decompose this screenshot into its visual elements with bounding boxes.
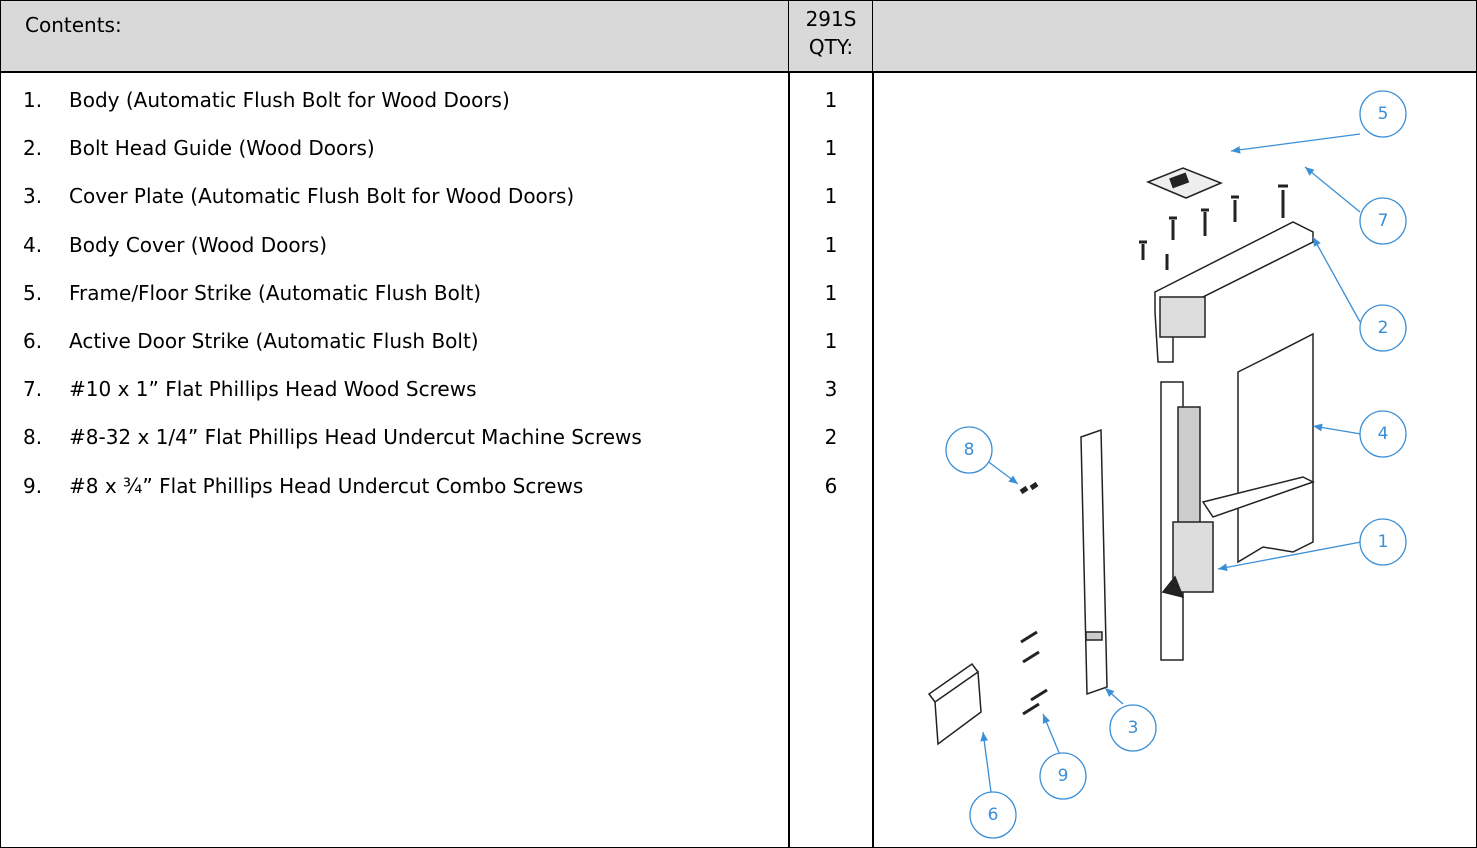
callout-label: 1: [1378, 532, 1389, 552]
item-qty: 1: [824, 88, 838, 112]
diagram-cell: 5 7 2 4 1 8 3 9 6: [872, 71, 1477, 848]
callout-circle: [1359, 304, 1407, 352]
item-description: Body (Automatic Flush Bolt for Wood Door…: [69, 88, 510, 112]
exploded-diagram: 5 7 2 4 1 8 3 9 6: [927, 90, 1407, 839]
callout-circle: [969, 791, 1017, 839]
qty-header: QTY:: [808, 35, 854, 59]
item-description: #8 x ¾” Flat Phillips Head Undercut Comb…: [69, 473, 584, 498]
item-description: Bolt Head Guide (Wood Doors): [69, 136, 375, 161]
callout-circle: [1359, 518, 1407, 566]
callout-label: 8: [964, 440, 975, 460]
item-number: 4.: [23, 232, 43, 257]
item-number: 6.: [23, 329, 43, 353]
item-qty: 1: [824, 184, 838, 209]
callout-label: 7: [1378, 211, 1389, 231]
contents-header: Contents:: [25, 13, 122, 37]
item-description: Active Door Strike (Automatic Flush Bolt…: [69, 329, 479, 353]
callout-label: 5: [1378, 104, 1389, 124]
item-qty: 1: [824, 329, 838, 353]
item-description: #10 x 1” Flat Phillips Head Wood Screws: [69, 377, 477, 402]
callout-label: 9: [1058, 766, 1069, 786]
item-number: 5.: [23, 280, 43, 305]
item-qty: 1: [824, 280, 838, 305]
list-cell: 1. Body (Automatic Flush Bolt for Wood Do…: [0, 71, 790, 848]
callout-circle: [1359, 90, 1407, 138]
item-number: 7.: [23, 377, 43, 402]
callout-circle: [1109, 704, 1157, 752]
header-cell: Contents:: [0, 0, 790, 73]
item-number: 3.: [23, 184, 43, 209]
item-description: Cover Plate (Automatic Flush Bolt for Wo…: [69, 184, 575, 209]
header-cell: [872, 0, 1477, 73]
item-qty: 1: [824, 232, 838, 257]
item-qty: 1: [824, 136, 838, 161]
item-number: 2.: [23, 136, 43, 161]
item-number: 8.: [23, 425, 43, 450]
item-description: Frame/Floor Strike (Automatic Flush Bolt…: [69, 280, 482, 305]
qty-cell: 1 1 1 1 1 1 3 2 6: [788, 71, 874, 848]
callout-label: 6: [988, 805, 999, 825]
item-description: #8-32 x 1/4” Flat Phillips Head Undercut…: [69, 425, 642, 450]
callout-label: 2: [1378, 318, 1389, 338]
callout-circle: [1039, 752, 1087, 800]
callout-label: 3: [1128, 718, 1139, 738]
callout-label: 4: [1378, 424, 1389, 444]
callout-circle: [1359, 197, 1407, 245]
qty-header: 291S: [805, 7, 857, 31]
item-description: Body Cover (Wood Doors): [69, 232, 328, 257]
callout-circle: [945, 426, 993, 474]
item-number: 1.: [23, 88, 43, 112]
item-qty: 6: [824, 473, 838, 498]
header-cell: 291S QTY:: [788, 0, 874, 73]
item-qty: 2: [824, 425, 838, 450]
callout-circle: [1359, 410, 1407, 458]
item-qty: 3: [824, 377, 838, 402]
item-number: 9.: [23, 473, 43, 498]
